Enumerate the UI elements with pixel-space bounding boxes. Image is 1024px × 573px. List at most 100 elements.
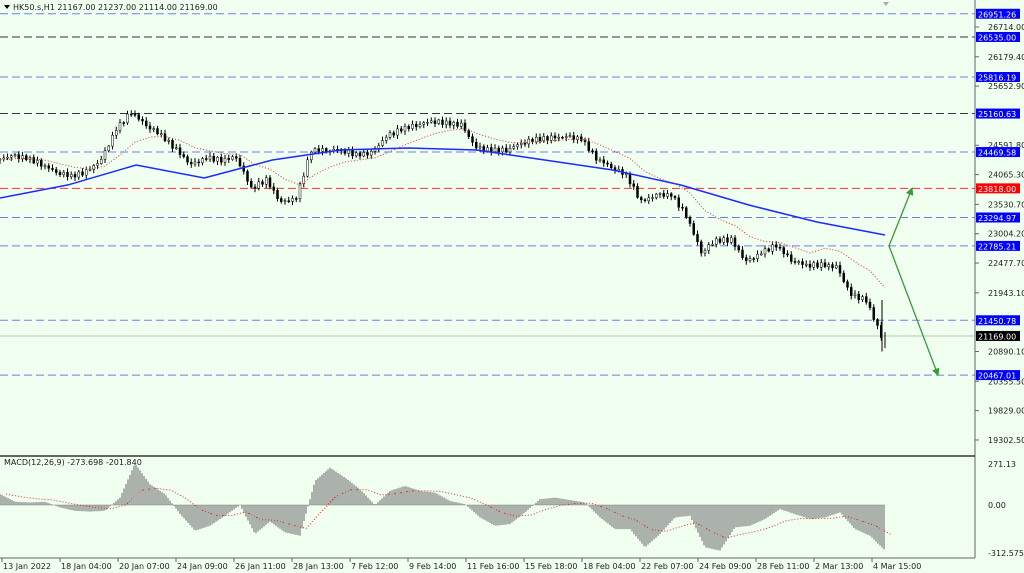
chart-shift-marker-icon[interactable] (883, 2, 889, 6)
candle (411, 120, 414, 131)
candle (182, 151, 185, 159)
candle (152, 126, 155, 133)
candle-body (876, 319, 879, 326)
candle (542, 133, 545, 143)
candle-body (527, 138, 530, 145)
candle-body (347, 150, 350, 154)
level-price-label-bg (976, 370, 1020, 381)
candle-body (160, 133, 163, 135)
candle (632, 180, 635, 190)
projection-arrow-up[interactable] (888, 187, 914, 247)
candle (868, 298, 872, 311)
candle (358, 151, 362, 160)
candle (546, 135, 549, 145)
candle-body (216, 157, 219, 162)
candle (66, 168, 69, 181)
candle-body (310, 151, 313, 161)
candle (321, 145, 324, 156)
candle (460, 119, 463, 130)
candle (838, 261, 842, 277)
candle (737, 244, 740, 253)
candle (771, 241, 774, 255)
price-tick-label: 26179.40 (988, 53, 1024, 62)
candle-body (741, 249, 744, 258)
candle (148, 122, 152, 133)
candle (265, 175, 268, 189)
candle (696, 230, 699, 246)
candle (205, 154, 208, 162)
candle-body (351, 150, 354, 157)
candle (13, 153, 17, 158)
candle-body (797, 261, 800, 263)
candle-body (381, 140, 384, 146)
candle (51, 164, 54, 172)
candle (670, 192, 673, 201)
candle (493, 144, 497, 154)
candle-body (831, 264, 834, 269)
candle-body (542, 136, 545, 141)
candle-body (857, 293, 860, 300)
candle-body (171, 140, 174, 149)
candle (535, 133, 538, 145)
candle-body (100, 159, 103, 164)
candle (805, 260, 808, 268)
candle (726, 233, 729, 247)
candle-body (253, 186, 257, 189)
candle-body (598, 159, 602, 162)
candle (741, 246, 744, 260)
candle-body (295, 198, 298, 200)
candle-body (190, 161, 193, 165)
candle (227, 154, 230, 163)
candle-body (238, 157, 242, 167)
candle (715, 236, 718, 248)
candle-body (460, 122, 463, 127)
candle (178, 143, 182, 159)
candle-body (118, 122, 122, 131)
candle (685, 206, 688, 219)
candle (295, 196, 298, 203)
candle-body (32, 157, 35, 164)
candle-body (126, 113, 129, 123)
candle (730, 234, 733, 245)
candle-body (411, 123, 414, 129)
candle (190, 158, 193, 168)
projection-arrow-down[interactable] (888, 245, 940, 377)
candle (827, 262, 830, 271)
candle-body (850, 287, 853, 296)
candle-body (66, 172, 69, 177)
candle-body (565, 136, 568, 138)
candle-body (550, 135, 553, 141)
candle (583, 137, 587, 146)
candle (261, 179, 264, 187)
level-price-label-bg (976, 72, 1020, 83)
candle-body (793, 261, 797, 263)
candle-body (325, 148, 328, 152)
candle (175, 143, 178, 150)
candle (302, 172, 305, 188)
candle (96, 159, 99, 169)
candle-body (748, 258, 752, 262)
candle (407, 124, 410, 132)
candle-body (433, 120, 437, 124)
candle-body (658, 193, 662, 195)
candle-body (107, 145, 110, 151)
candle (47, 163, 50, 173)
candle-body (205, 158, 208, 160)
candle (253, 184, 257, 193)
candle (711, 240, 714, 247)
macd-tick-label: -312.575 (988, 549, 1024, 558)
candle-body (235, 156, 238, 159)
candle-body (486, 147, 489, 152)
collapse-triangle-icon[interactable] (4, 5, 10, 9)
candle-body (516, 144, 519, 147)
candle-body (801, 261, 804, 265)
candle-body (302, 175, 305, 185)
candle-body (733, 237, 737, 247)
candle (2, 154, 5, 162)
candle-body (362, 152, 365, 157)
candle (430, 117, 433, 124)
level-price-label: 21450.78 (978, 317, 1016, 326)
symbol-info: HK50.s,H1 21167.00 21237.00 21114.00 211… (13, 3, 218, 12)
